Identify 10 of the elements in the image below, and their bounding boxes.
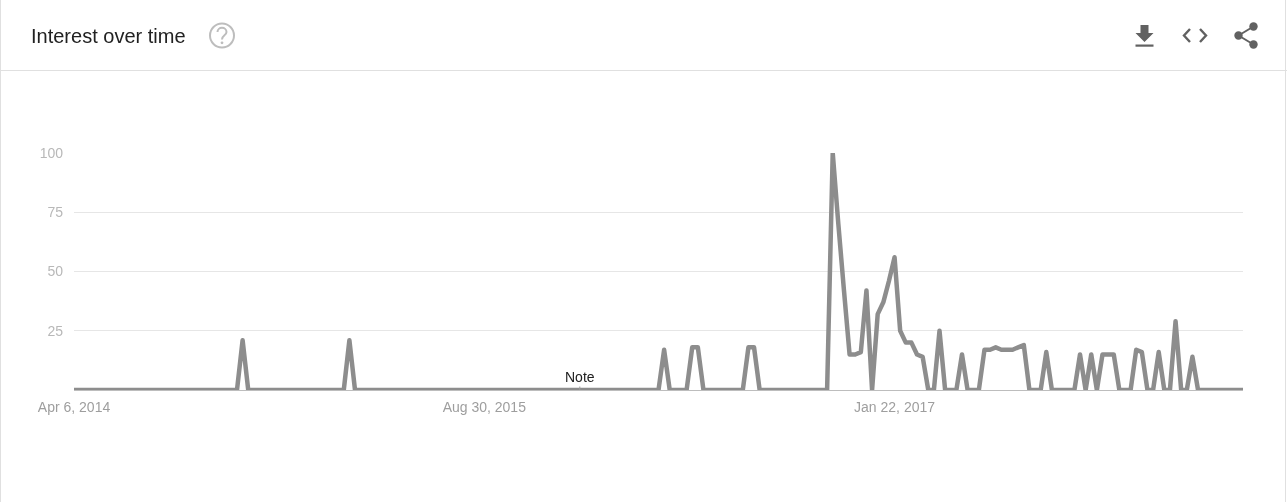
line-series (74, 153, 1243, 390)
y-tick-label: 25 (47, 322, 64, 339)
chart-title: Interest over time (31, 25, 186, 47)
x-tick-label: Aug 30, 2015 (442, 398, 527, 415)
x-tick-label: Jan 22, 2017 (854, 398, 936, 415)
x-tick-label: Apr 6, 2014 (37, 398, 111, 415)
annotation: Note (565, 369, 595, 385)
y-tick-label: 75 (47, 204, 64, 221)
y-tick-label: 50 (47, 263, 64, 280)
y-tick-label: 100 (39, 144, 64, 161)
